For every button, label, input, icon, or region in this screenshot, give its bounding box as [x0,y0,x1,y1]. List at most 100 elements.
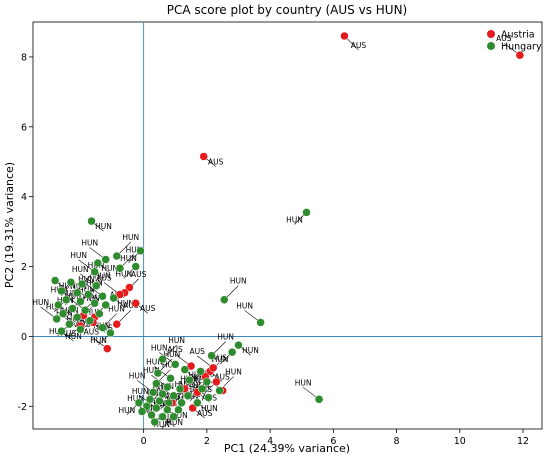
point-label: HUN [295,378,312,387]
data-point [85,316,95,325]
x-axis-ticks: 0 2 4 6 8 10 12 [141,429,529,447]
point-label: HUN [83,294,100,303]
data-point [98,323,107,332]
point-label: HUN [81,239,98,248]
point-label: HUN [153,420,170,429]
data-point [65,319,74,329]
data-point [131,298,140,308]
point-label: HUN [117,299,134,308]
data-point [90,298,99,308]
data-point [101,255,110,264]
data-point [134,398,144,408]
point-label: HUN [101,264,118,273]
point-label: AUS [496,34,512,43]
data-point [166,374,175,383]
data-point [147,410,156,420]
x-axis-label: PC1 (24.39% variance) [224,442,350,455]
data-point [112,251,122,261]
data-point [68,304,77,313]
data-point [76,297,85,306]
chart-title: PCA score plot by country (AUS vs HUN) [167,3,408,17]
point-label: AUS [208,158,224,167]
point-label: HUN [166,418,183,427]
point-label: HUN [119,406,136,415]
point-label: HUN [70,251,87,260]
data-point [106,328,115,338]
data-point [155,396,164,406]
data-point [207,351,216,360]
data-point [152,403,161,413]
point-label: HUN [90,336,107,345]
data-point [103,344,112,353]
data-point [164,398,174,408]
data-point [256,318,265,327]
point-label: HUN [143,366,160,375]
data-point [208,363,218,373]
data-point [57,286,66,296]
y-tick-label: 8 [21,52,27,63]
data-point [150,417,159,427]
point-label: HUN [171,411,188,420]
point-label: HUN [164,350,181,359]
data-point [174,405,183,415]
point-label: HUN [78,275,95,284]
data-point [80,305,90,315]
point-label: HUN [32,298,49,307]
point-label: HUN [236,301,253,310]
point-label: AUS [351,41,367,50]
x-tick-label: 6 [330,436,336,447]
point-label: HUN [168,336,185,345]
reference-lines [33,22,542,429]
point-label: AUS [214,372,230,381]
data-point [90,267,99,277]
y-tick-label: 0 [21,332,27,343]
point-label: HUN [85,308,102,317]
data-point [73,312,82,322]
data-point [302,208,311,217]
data-point [54,300,63,310]
x-tick-label: 10 [454,436,466,447]
point-label: AUS [167,345,183,354]
point-label: AUS [96,273,112,282]
data-point [148,388,158,397]
point-label: HUN [162,361,179,370]
point-label: HUN [201,404,218,413]
y-tick-label: 2 [21,262,27,273]
data-point [66,278,76,287]
point-label: AUS [212,354,228,363]
data-point [57,326,66,336]
point-label: HUN [78,285,95,294]
data-point [112,319,122,329]
data-point [169,412,178,422]
point-label: HUN [286,215,303,224]
point-label: HUN [122,233,139,242]
x-tick-label: 8 [394,436,400,447]
data-point [202,377,212,387]
point-label: HUN [120,254,137,263]
legend-entry: Austria [501,30,535,41]
data-point [163,405,172,415]
data-point [95,309,104,318]
point-label: HUN [230,277,247,286]
x-tick-label: 4 [267,436,273,447]
data-point [73,288,82,298]
y-axis-ticks: -2 0 2 4 6 8 [18,52,33,413]
point-label: HUN [46,303,63,312]
data-point [197,384,207,394]
point-label: HUN [175,380,192,389]
point-label: HUN [94,271,111,280]
data-point [84,290,93,299]
point-label: HUN [65,332,82,341]
data-point [87,216,96,226]
data-point [158,354,167,364]
data-point [50,276,60,285]
data-point [199,152,208,161]
data-point [58,309,68,318]
point-label: AUS [131,270,147,279]
data-point [158,412,167,422]
point-label: HUN [126,245,143,254]
data-point [515,50,525,60]
